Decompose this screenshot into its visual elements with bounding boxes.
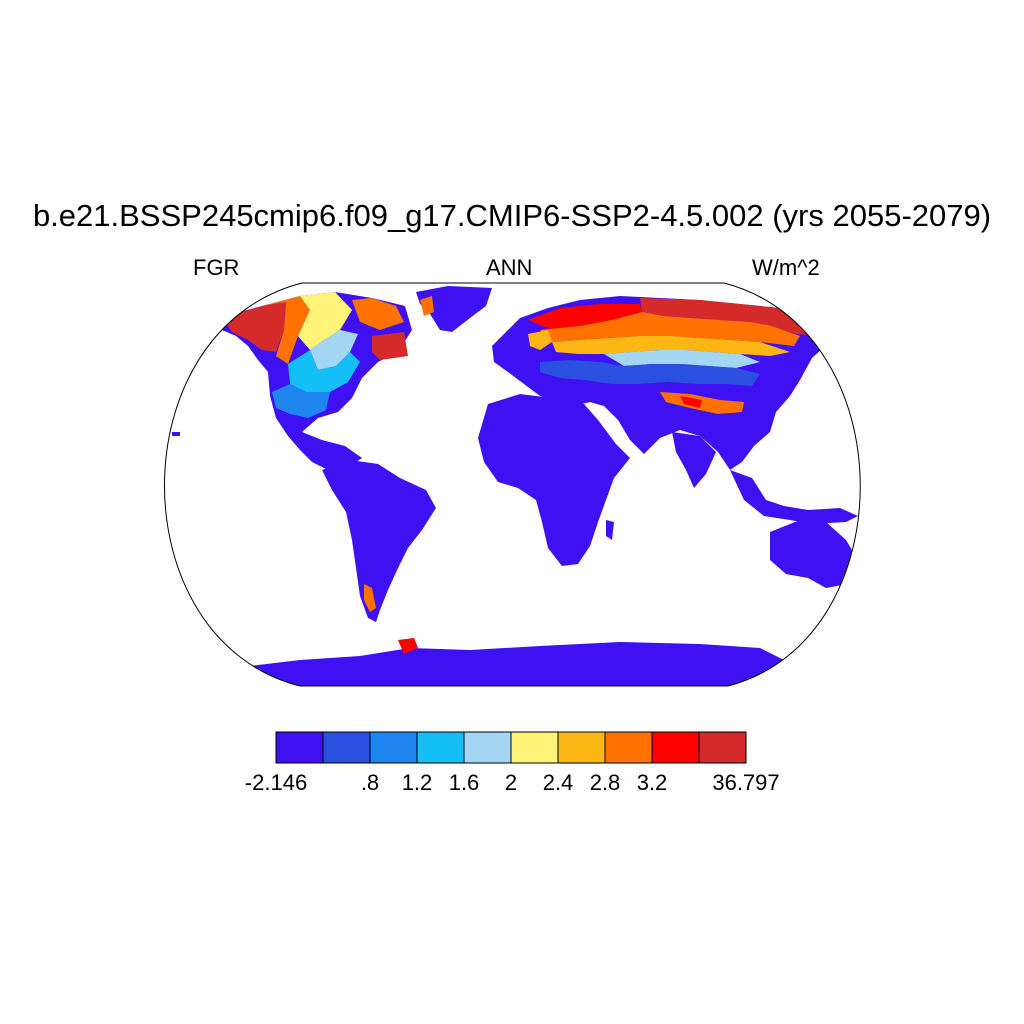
antarctic-peninsula-anomaly bbox=[398, 638, 418, 654]
na-lightblue-band bbox=[310, 330, 358, 370]
season-label: ANN bbox=[486, 255, 533, 280]
colorbar-tick-label: 2.4 bbox=[542, 770, 574, 795]
andes-anomaly bbox=[364, 584, 376, 612]
colorbar-swatch bbox=[463, 731, 512, 764]
map-border bbox=[164, 282, 861, 687]
eurasia-far-north-anomaly bbox=[640, 298, 820, 336]
scandinavia-orange bbox=[528, 330, 552, 350]
na-east-orange bbox=[352, 298, 404, 330]
india-landmass bbox=[672, 432, 716, 488]
colorbar-swatch bbox=[510, 731, 559, 764]
eurasia-yellow-band bbox=[552, 336, 790, 356]
eurasia-orange-band bbox=[540, 312, 800, 346]
island bbox=[172, 432, 180, 436]
na-cyan-band bbox=[288, 350, 360, 392]
colorbar-swatch bbox=[322, 731, 371, 764]
plot-title: b.e21.BSSP245cmip6.f09_g17.CMIP6-SSP2-4.… bbox=[32, 198, 992, 233]
colorbar-tick-label: 2 bbox=[504, 770, 518, 795]
colorbar-swatch bbox=[557, 731, 606, 764]
eurasia-red-band bbox=[528, 304, 642, 330]
colorbar-swatch bbox=[275, 731, 324, 764]
colorbar-swatch bbox=[416, 731, 465, 764]
colorbar-tick-label: 1.6 bbox=[448, 770, 480, 795]
africa-landmass bbox=[478, 394, 630, 566]
colorbar bbox=[275, 731, 747, 764]
colorbar-swatch bbox=[604, 731, 653, 764]
hudson-bay-anomaly bbox=[372, 332, 408, 360]
units-label: W/m^2 bbox=[752, 255, 820, 280]
colorbar-tick-label: -2.146 bbox=[244, 770, 308, 795]
tibet-core bbox=[680, 396, 702, 408]
colorbar-tick-label: 36.797 bbox=[712, 770, 780, 795]
colorbar-tick-label: 3.2 bbox=[636, 770, 668, 795]
se-asia-landmass bbox=[730, 470, 858, 524]
island bbox=[606, 520, 614, 540]
na-blue-band bbox=[272, 384, 330, 418]
antarctica-landmass bbox=[240, 642, 800, 686]
colorbar-tick-label: 1.2 bbox=[401, 770, 433, 795]
colorbar-tick-label: .8 bbox=[360, 770, 380, 795]
greenland-landmass bbox=[416, 286, 492, 332]
south-america-landmass bbox=[322, 460, 436, 622]
eurasia-blue-band bbox=[540, 360, 760, 386]
colorbar-tick-label: 2.8 bbox=[589, 770, 621, 795]
new-zealand-landmass bbox=[842, 572, 861, 598]
colorbar-swatch bbox=[651, 731, 700, 764]
colorbar-swatch bbox=[698, 731, 747, 764]
variable-label: FGR bbox=[193, 255, 240, 280]
eurasia-lightblue-band bbox=[604, 350, 760, 368]
colorbar-swatch bbox=[369, 731, 418, 764]
na-yellow-band bbox=[298, 292, 352, 350]
greenland-edge-orange bbox=[420, 296, 434, 316]
na-orange-band bbox=[262, 296, 310, 364]
australia-landmass bbox=[770, 520, 858, 588]
